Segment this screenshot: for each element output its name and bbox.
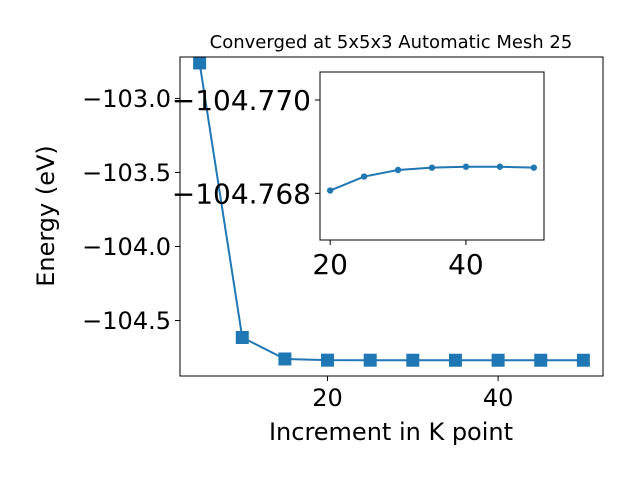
- inset-x-ticks: 20 40: [312, 240, 484, 281]
- inset-data-point: [394, 166, 402, 174]
- main-data-point: [278, 352, 292, 366]
- inset-y-tick-label: −104.768: [172, 177, 311, 210]
- main-y-tick-label: −103.0: [82, 85, 171, 113]
- x-axis-label: Increment in K point: [269, 418, 513, 446]
- inset-data-point: [428, 164, 436, 171]
- main-data-point: [576, 353, 590, 367]
- inset-x-tick-label: 40: [448, 248, 484, 281]
- main-data-point: [235, 331, 249, 345]
- inset-plot-frame: [319, 71, 545, 241]
- main-series: [193, 56, 590, 367]
- main-y-tick-label: −103.5: [82, 159, 171, 187]
- main-y-tick-label: −104.5: [82, 307, 171, 335]
- main-data-point: [534, 353, 548, 367]
- main-data-point: [193, 56, 207, 70]
- inset-x-tick-label: 20: [312, 248, 348, 281]
- inset-data-point: [530, 164, 538, 171]
- inset-data-point: [326, 187, 334, 194]
- inset-y-tick-label: −104.770: [172, 84, 311, 117]
- main-data-point: [406, 353, 420, 367]
- main-data-point: [448, 353, 462, 367]
- chart-title: Converged at 5x5x3 Automatic Mesh 25: [210, 32, 573, 53]
- inset-series: [326, 163, 538, 194]
- main-plot-frame: [179, 56, 604, 377]
- main-data-point: [321, 353, 335, 367]
- inset-data-point: [496, 163, 504, 170]
- y-axis-label: Energy (eV): [32, 145, 60, 287]
- main-x-tick-label: 40: [483, 384, 514, 412]
- main-series-line: [198, 62, 584, 362]
- inset-background: [320, 72, 544, 240]
- main-data-point: [491, 353, 505, 367]
- main-y-ticks: −103.0 −103.5 −104.0 −104.5: [82, 85, 180, 335]
- inset-chart: 20 40 −104.770−104.768: [172, 71, 545, 281]
- inset-y-ticks: −104.770 −104.768: [172, 84, 320, 210]
- main-x-ticks: 20 40: [312, 376, 513, 412]
- main-data-point: [363, 353, 377, 367]
- main-y-tick-label: −104.0: [82, 233, 171, 261]
- main-x-tick-label: 20: [312, 384, 343, 412]
- inset-data-point: [462, 163, 470, 170]
- inset-data-point: [360, 173, 368, 180]
- main-chart: Converged at 5x5x3 Automatic Mesh 25 −10…: [32, 32, 604, 446]
